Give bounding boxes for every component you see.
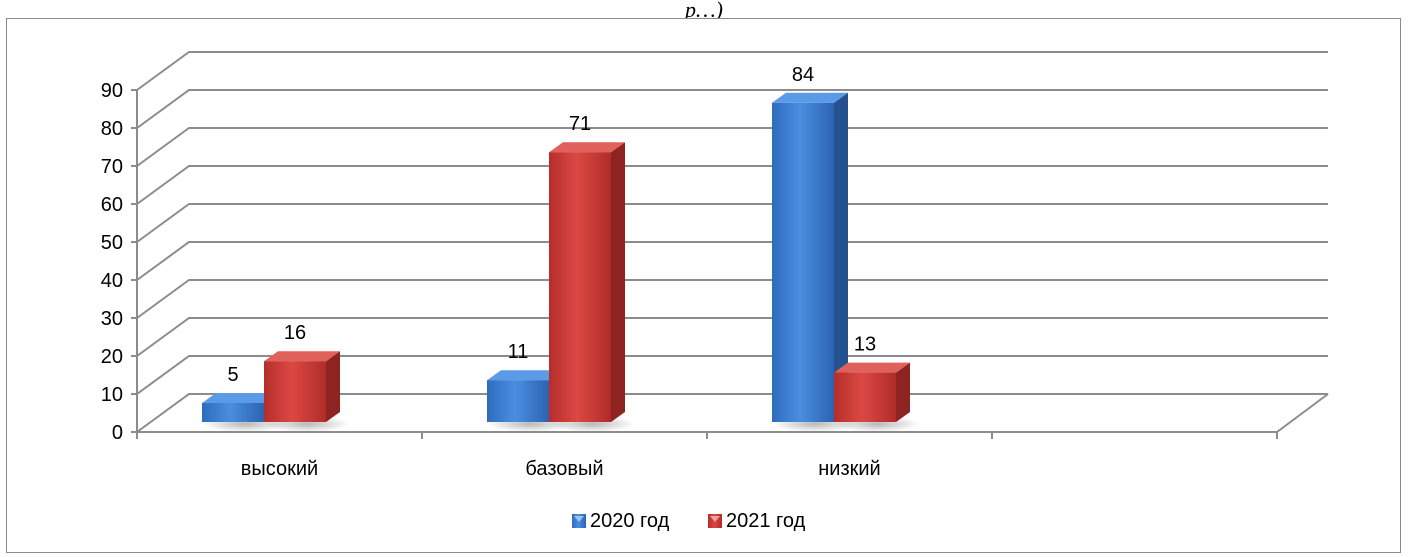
gridline bbox=[136, 317, 1328, 357]
bar-side bbox=[896, 362, 910, 422]
x-tick-label: высокий bbox=[241, 458, 318, 480]
gridline bbox=[136, 241, 1328, 281]
bar-front bbox=[487, 380, 549, 422]
y-tick-label: 60 bbox=[101, 194, 123, 216]
data-label: 11 bbox=[508, 341, 529, 363]
y-tick-label: 40 bbox=[101, 270, 123, 292]
chart-area: 0 10 20 30 40 50 60 70 80 90 высокий базовый низкий … bbox=[6, 18, 1401, 553]
y-tick-label: 70 bbox=[101, 156, 123, 178]
x-tick-label: низкий bbox=[818, 458, 880, 480]
legend-item-2020 год: 2020 год bbox=[572, 510, 670, 532]
legend-label: 2020 год bbox=[590, 510, 670, 532]
legend-swatch-highlight bbox=[574, 516, 584, 522]
page-title: р…) bbox=[685, 0, 723, 20]
y-tick-label: 80 bbox=[101, 118, 123, 140]
bar-top bbox=[772, 92, 848, 103]
bar-базовый-2021 год bbox=[549, 142, 625, 422]
bar-side bbox=[834, 92, 848, 423]
y-tick-label: 20 bbox=[101, 346, 123, 368]
bar-top bbox=[834, 362, 910, 373]
bar-front bbox=[834, 372, 896, 422]
gridline bbox=[136, 89, 1328, 129]
bar-top bbox=[549, 142, 625, 153]
bar-top bbox=[487, 370, 563, 381]
data-label: 71 bbox=[569, 113, 591, 135]
data-label: 16 bbox=[284, 322, 306, 344]
bar-низкий-2021 год bbox=[834, 362, 910, 422]
y-tick-label: 50 bbox=[101, 232, 123, 254]
gridline bbox=[136, 279, 1328, 319]
floor-edge bbox=[1276, 393, 1329, 433]
legend-label: 2021 год bbox=[726, 510, 806, 532]
bar-front bbox=[772, 102, 834, 423]
data-label: 13 bbox=[854, 334, 876, 356]
bar-низкий-2020 год bbox=[772, 92, 848, 423]
bar-front bbox=[264, 361, 326, 422]
bar-top bbox=[264, 351, 340, 362]
gridline bbox=[136, 165, 1328, 205]
bar-front bbox=[549, 152, 611, 422]
y-tick-label: 90 bbox=[101, 80, 123, 102]
bar-front bbox=[202, 403, 264, 422]
gridline bbox=[136, 127, 1328, 167]
x-tick-label: базовый bbox=[525, 458, 603, 480]
gridline bbox=[136, 51, 1328, 91]
legend-swatch-highlight bbox=[710, 516, 720, 522]
y-tick-label: 0 bbox=[112, 422, 123, 444]
bar-top bbox=[202, 393, 278, 403]
gridline bbox=[136, 203, 1328, 243]
data-label: 84 bbox=[792, 64, 814, 86]
bar-side bbox=[326, 351, 340, 422]
gridline bbox=[136, 393, 1328, 433]
data-label: 5 bbox=[227, 364, 238, 386]
bar-высокий-2021 год bbox=[264, 351, 340, 422]
bar-side bbox=[611, 142, 625, 422]
legend-item-2021 год: 2021 год bbox=[708, 510, 806, 532]
y-tick-label: 30 bbox=[101, 308, 123, 330]
gridline bbox=[136, 355, 1328, 395]
y-tick-label: 10 bbox=[101, 384, 123, 406]
